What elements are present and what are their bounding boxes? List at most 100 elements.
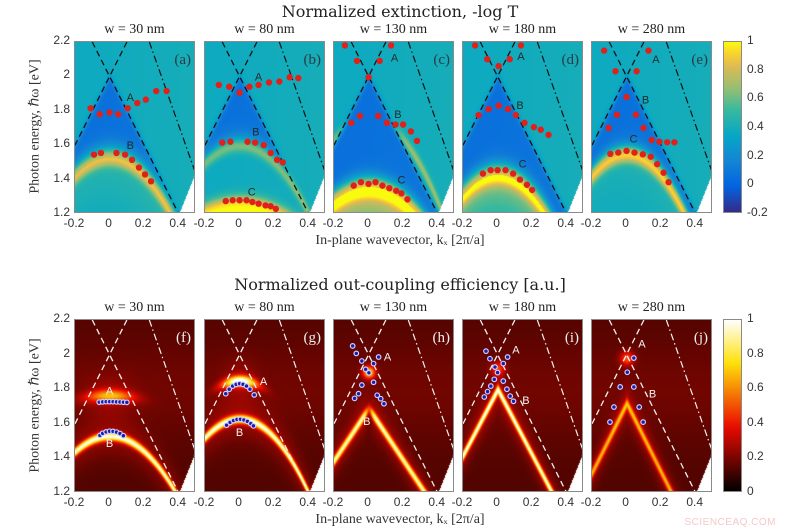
y-tick-label: 1.6 [53,414,70,429]
data-point-B [250,422,257,429]
light-line-dash-dot [665,42,711,171]
light-line-dashed [479,320,567,491]
x-tick-label: -0.2 [580,495,602,509]
bottom-row-y-axis-label: Photon energy, ℏω [eV] [27,338,43,473]
top-row-x-axis-label: In-plane wavevector, kₓ [2π/a] [315,233,485,248]
data-point-B [640,124,647,132]
x-tick-label: 0.2 [651,495,669,509]
x-tick-label: 0.2 [134,216,152,230]
data-point-C [393,187,400,194]
data-point-A [612,68,619,75]
panel-letter: (c) [433,52,450,68]
colorbar-tick-label: 0.4 [747,119,764,133]
x-tick-label: 0.4 [428,216,446,230]
x-tick-label: 0 [105,495,112,509]
data-point-B [219,139,226,146]
data-point-B [617,384,624,390]
data-point-B [97,149,105,157]
branch-label: A [391,52,399,64]
heatmap-panel: A B (f) [74,319,195,492]
data-point-C [357,178,365,186]
x-tick-label: -0.2 [193,495,215,509]
data-point-B [147,178,155,185]
panel-letter: (d) [562,52,580,68]
data-point-C [494,166,501,174]
data-point-A [375,354,382,360]
light-line-dashed [592,320,645,425]
data-point-B [487,383,494,389]
data-point-A [506,56,513,63]
panel-letter: (e) [691,52,708,68]
panel-overlay: A B (f) [75,320,194,491]
data-point-B [495,102,502,109]
x-tick-label: 0.4 [557,495,575,509]
branch-label: B [522,395,529,407]
y-tick-label: 2 [63,67,70,82]
data-point-B [128,156,136,164]
y-tick-label: 1.8 [53,101,70,116]
data-point-A [387,42,395,49]
panel-title: w = 130 nm [359,22,428,37]
data-point-B [260,142,267,149]
panel-letter: (j) [694,330,708,346]
bottom-row-title: Normalized out-coupling efficiency [a.u.… [234,275,566,294]
data-point-C [404,196,411,203]
data-point-B [537,126,544,133]
colorbar-tick-label: 1 [747,33,754,47]
x-tick-label: -0.2 [451,216,473,230]
branch-label: A [384,351,392,363]
data-point-B [348,119,355,127]
data-point-A [353,57,361,65]
x-tick-label: 0 [364,216,371,230]
data-point-B [663,139,671,146]
data-point-C [222,197,229,205]
data-point-B [491,376,498,383]
data-point-A [376,57,383,65]
x-tick-label: -0.2 [322,495,344,509]
light-line-dash-dot [148,42,194,171]
y-tick-label: 1.4 [53,449,70,464]
colorbar [723,41,742,213]
light-line-dashed [334,320,387,425]
data-point-A [255,81,262,89]
data-point-C [523,181,531,188]
branch-label: B [649,389,656,401]
data-point-B [481,394,488,400]
light-line-dashed [350,42,438,212]
x-tick-label: 0.4 [686,216,704,230]
x-tick-label: 0.2 [393,495,411,509]
heatmap-panel: A B (j) [591,319,712,492]
data-point-B [623,93,630,101]
data-point-C [229,197,236,204]
data-point-C [665,178,672,186]
colorbar-tick-label: 0.6 [747,380,764,395]
y-tick-label: 1.6 [53,136,70,151]
data-point-B [484,388,491,395]
data-point-C [607,150,614,157]
data-point-C [502,166,509,174]
data-point-B [90,151,98,158]
colorbar-tick-label: 1 [747,311,754,325]
data-point-B [521,119,528,127]
y-tick-label: 1.4 [53,170,70,185]
panel-overlay: A B (h) [334,320,453,491]
data-point-A [492,364,498,370]
light-line-dashed [221,320,309,491]
data-point-A [124,105,131,112]
heatmap-panel: A B (i) [462,319,583,492]
data-point-A [226,83,233,90]
y-tick-label: 2 [63,345,70,360]
light-line-dashed [334,42,387,146]
data-point-A [295,74,302,82]
x-tick-label: 0.4 [299,495,317,509]
light-line-dashed [205,42,258,146]
branch-label: B [252,126,259,138]
colorbar-tick-label: 0.2 [747,147,764,162]
y-tick-label: 2.2 [53,311,70,325]
data-point-A [226,386,233,393]
data-point-B [356,112,364,120]
data-point-B [485,105,492,113]
bottom-row-x-axis-label: In-plane wavevector, kₓ [2π/a] [315,512,485,527]
x-tick-label: 0.2 [134,495,152,509]
heatmap-panel: A B C (e) [591,41,712,213]
